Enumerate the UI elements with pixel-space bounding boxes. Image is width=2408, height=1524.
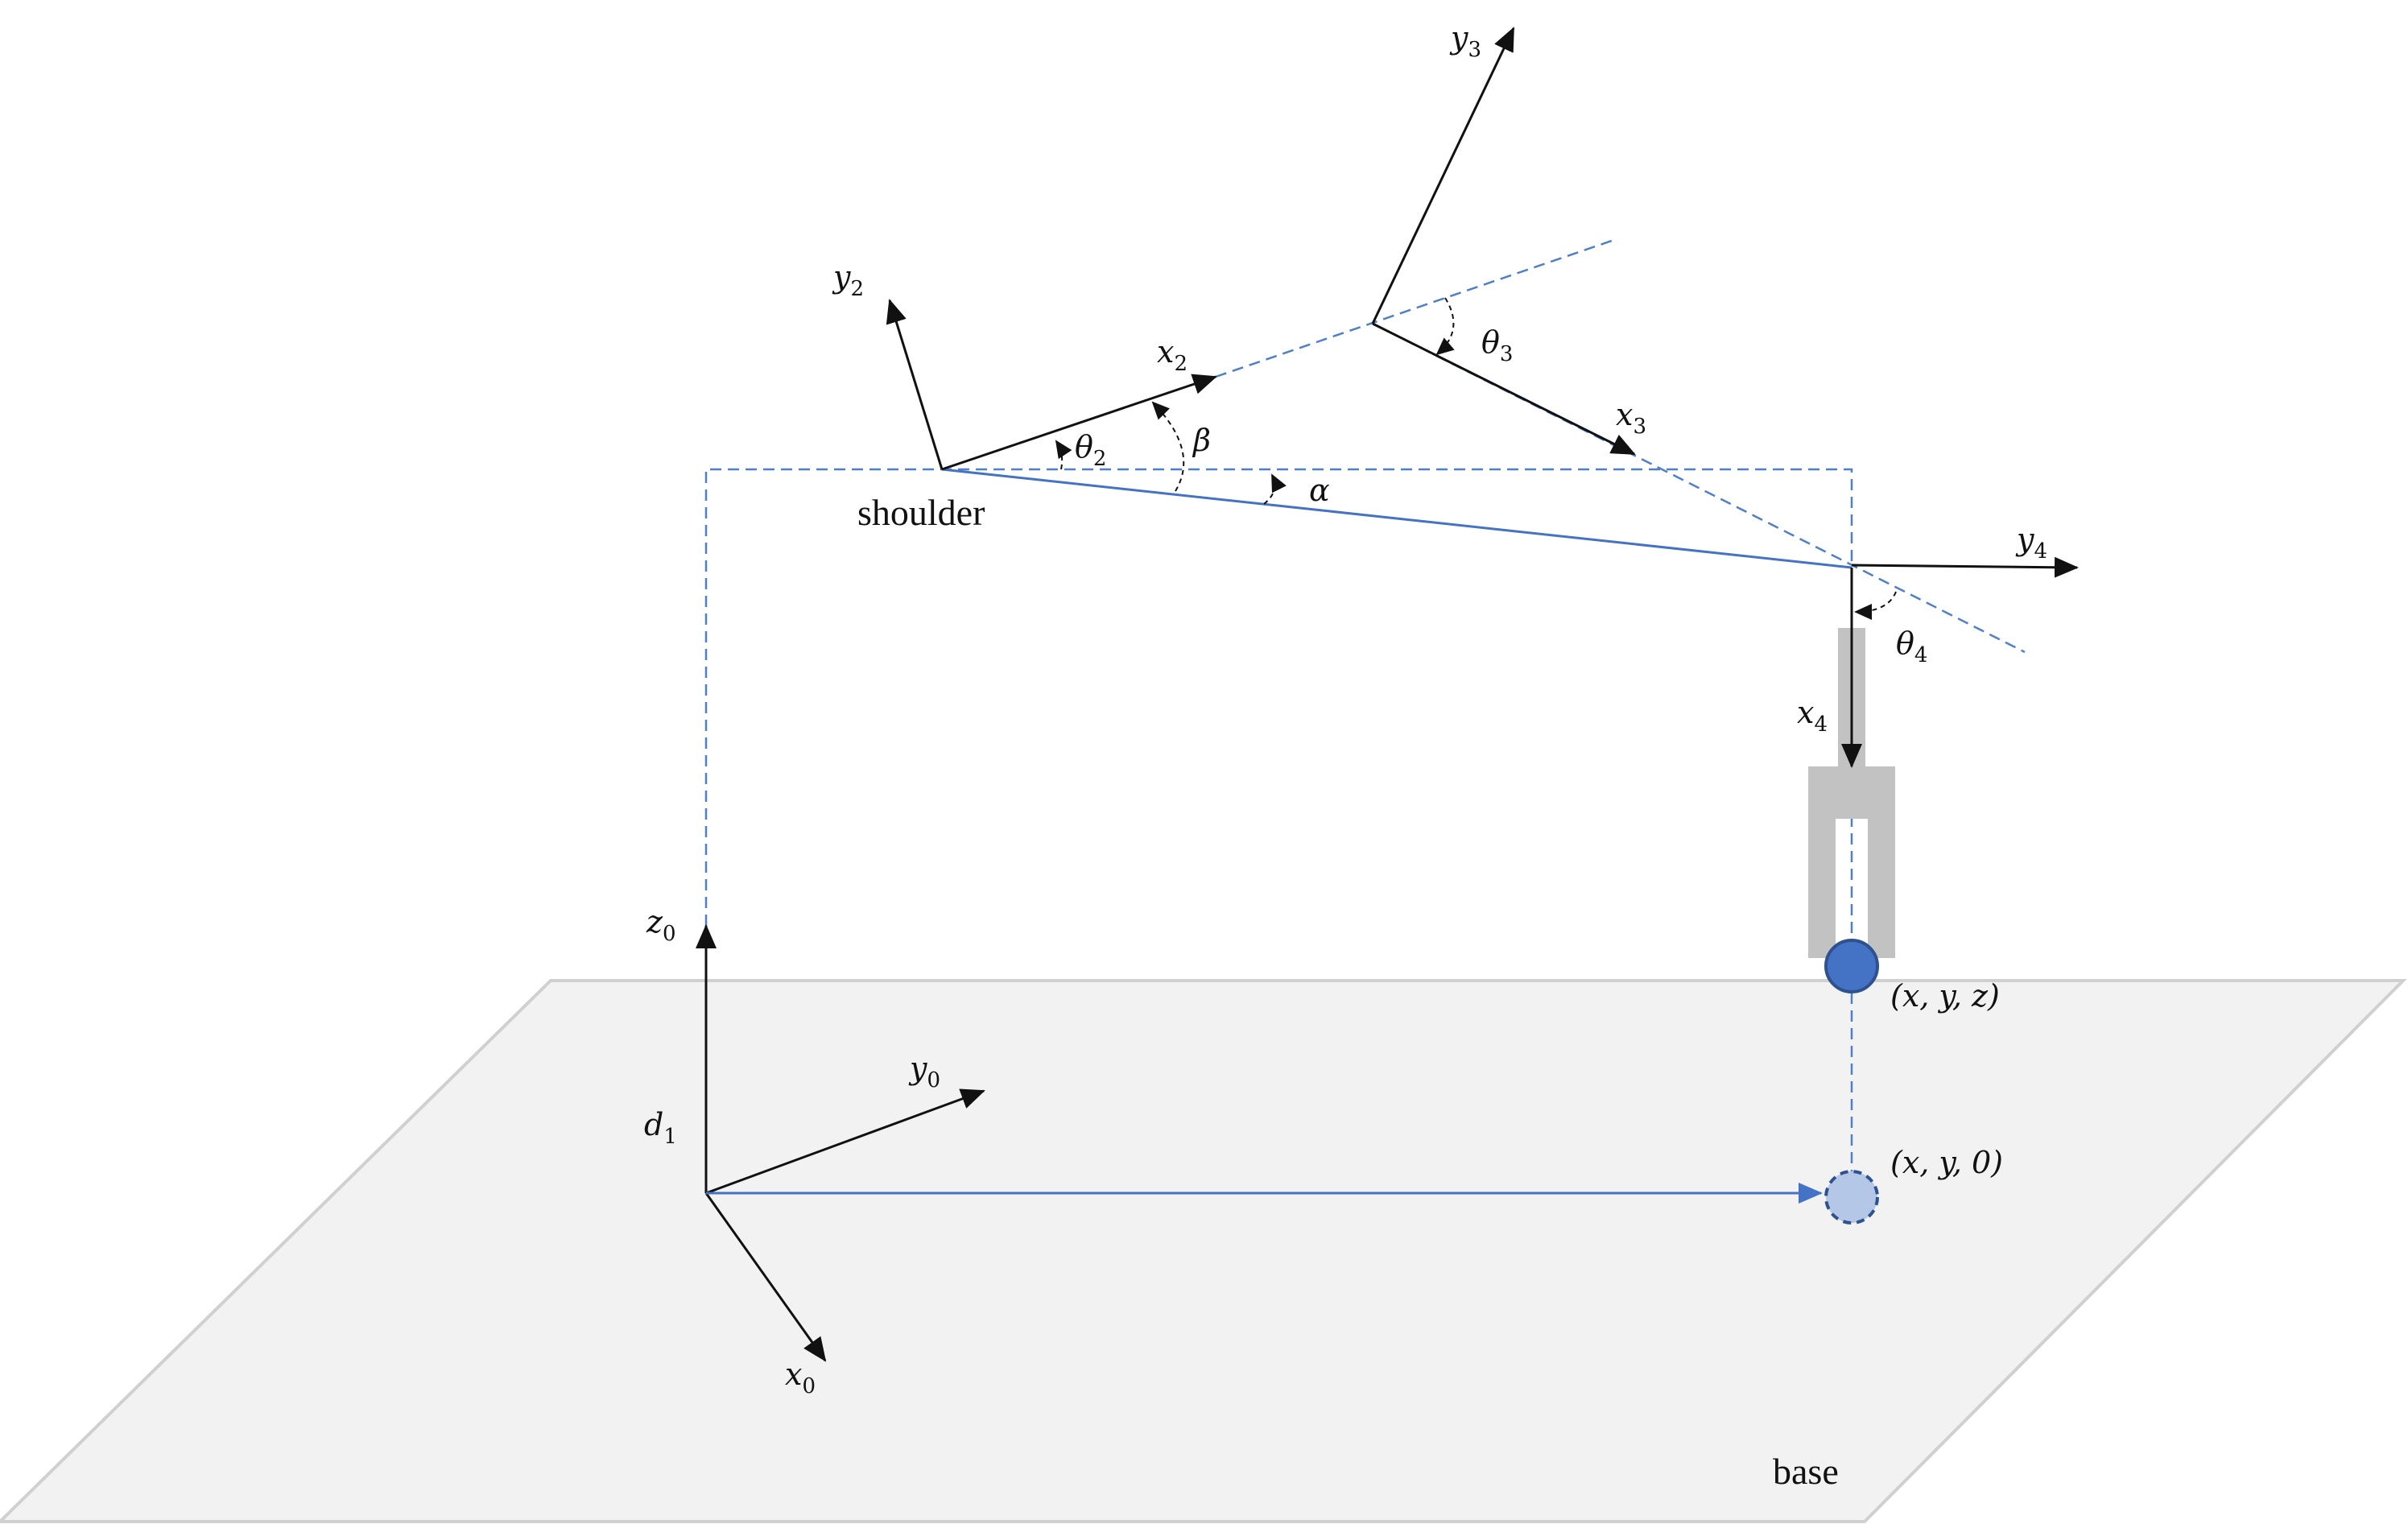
end-effector-point xyxy=(1824,939,1879,993)
label-x4: x4 xyxy=(1797,695,1828,737)
label-x2: x2 xyxy=(1157,334,1187,376)
link3-extension xyxy=(1372,322,2026,654)
y0-axis xyxy=(705,1088,985,1195)
y4-axis xyxy=(1851,556,2079,578)
shoulder-to-wrist-line xyxy=(941,468,1852,569)
label-y2: y2 xyxy=(832,259,864,301)
label-y3: y3 xyxy=(1449,20,1481,62)
projection-point xyxy=(1824,1170,1879,1225)
label-alpha: α xyxy=(1309,473,1330,508)
x0-axis xyxy=(704,1192,827,1362)
theta2-arc xyxy=(1055,440,1072,470)
label-base: base xyxy=(1773,1451,1839,1492)
label-y4: y4 xyxy=(2015,522,2047,564)
beta-arc xyxy=(1151,401,1185,492)
dashed-projection-frame xyxy=(704,468,1853,1200)
label-theta4: θ4 xyxy=(1896,626,1927,667)
alpha-arc xyxy=(1263,473,1287,505)
link2-extension xyxy=(1215,238,1615,378)
label-d1: d1 xyxy=(644,1107,677,1149)
label-point-xyz: (x, y, z) xyxy=(1890,978,2000,1014)
gripper-finger-left xyxy=(1808,815,1836,958)
base-plane xyxy=(0,979,2407,1523)
gripper-body xyxy=(1808,766,1895,819)
label-x3: x3 xyxy=(1616,397,1646,439)
gripper-finger-right xyxy=(1868,815,1895,958)
x2-axis xyxy=(941,374,1217,471)
label-theta2: θ2 xyxy=(1075,429,1106,471)
label-shoulder: shoulder xyxy=(857,492,985,533)
x3-axis xyxy=(1372,322,1636,456)
label-z0: z0 xyxy=(646,904,676,946)
theta4-arc xyxy=(1854,591,1897,620)
label-x0: x0 xyxy=(785,1357,816,1398)
y3-axis xyxy=(1371,27,1515,324)
label-point-xy0: (x, y, 0) xyxy=(1890,1145,2003,1180)
label-beta: β xyxy=(1192,423,1211,458)
label-y0: y0 xyxy=(908,1051,940,1092)
label-theta3: θ3 xyxy=(1481,324,1513,366)
y2-axis xyxy=(886,299,944,470)
theta3-arc xyxy=(1435,297,1455,356)
